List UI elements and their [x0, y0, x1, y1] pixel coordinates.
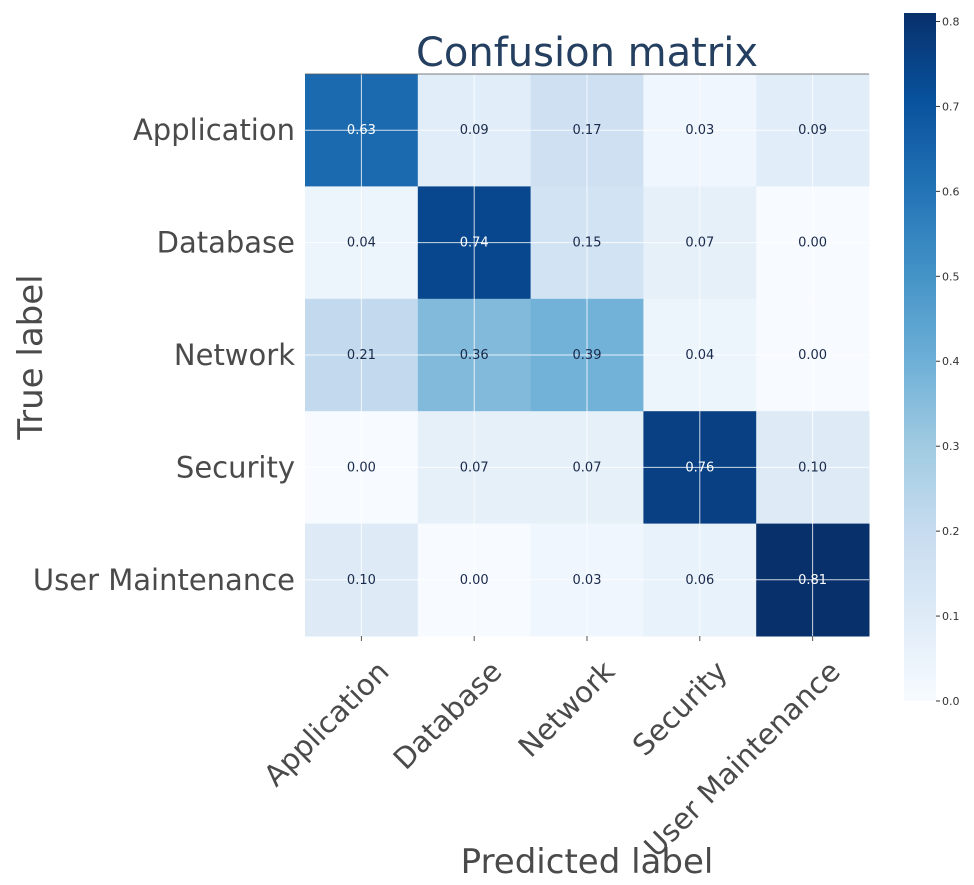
colorbar-gradient [904, 13, 936, 701]
x-tick-label: Network [512, 654, 622, 764]
cell-value-label: 0.81 [798, 573, 827, 588]
x-tick-label: Database [387, 654, 509, 776]
colorbar: 0.0 0.1 0.2 0.3 0.4 0.5 0.6 0.7 0.8 [904, 13, 960, 708]
cell-value-label: 0.09 [460, 123, 489, 138]
heatmap-grid [305, 74, 869, 636]
cell-value-label: 0.39 [573, 348, 602, 363]
x-tick-label: Security [626, 654, 734, 762]
colorbar-tick-label: 0.7 [942, 100, 960, 113]
cell-value-label: 0.10 [798, 460, 827, 475]
cell-value-label: 0.21 [347, 348, 376, 363]
y-axis-title: True label [11, 274, 51, 440]
x-axis-title: Predicted label [461, 842, 714, 882]
y-tick-label: Database [157, 226, 295, 260]
chart-title: Confusion matrix [416, 30, 758, 76]
colorbar-tick-label: 0.3 [942, 440, 960, 453]
cell-value-label: 0.07 [685, 236, 714, 251]
colorbar-tick-label: 0.5 [942, 270, 960, 283]
cell-value-label: 0.00 [798, 236, 827, 251]
cell-value-label: 0.03 [685, 123, 714, 138]
colorbar-tick-label: 0.8 [942, 15, 960, 28]
cell-value-label: 0.04 [685, 348, 714, 363]
cell-value-label: 0.00 [798, 348, 827, 363]
colorbar-tick-label: 0.0 [942, 695, 960, 708]
x-tick-label: User Maintenance [637, 654, 846, 863]
cell-value-label: 0.10 [347, 573, 376, 588]
x-tick-label: Application [257, 654, 396, 793]
cell-value-label: 0.36 [460, 348, 489, 363]
cell-value-label: 0.07 [460, 460, 489, 475]
cell-value-label: 0.00 [460, 573, 489, 588]
cell-value-label: 0.15 [573, 236, 602, 251]
y-tick-label: User Maintenance [33, 563, 295, 597]
cell-value-label: 0.06 [685, 573, 714, 588]
cell-value-label: 0.04 [347, 236, 376, 251]
cell-value-label: 0.03 [573, 573, 602, 588]
colorbar-tick-label: 0.1 [942, 610, 960, 623]
cell-value-label: 0.74 [460, 236, 489, 251]
colorbar-tick-label: 0.2 [942, 525, 960, 538]
cell-value-label: 0.00 [347, 460, 376, 475]
cell-value-label: 0.09 [798, 123, 827, 138]
colorbar-tick-label: 0.4 [942, 355, 960, 368]
cell-value-label: 0.17 [573, 123, 602, 138]
y-tick-label: Network [174, 338, 295, 372]
cell-value-label: 0.76 [685, 460, 714, 475]
heatmap-cell-labels: 0.63 0.09 0.17 0.03 0.09 0.04 0.74 0.15 0.07 0.00… [347, 123, 827, 588]
colorbar-tick-label: 0.6 [942, 185, 960, 198]
cell-value-label: 0.07 [573, 460, 602, 475]
y-tick-label: Application [133, 113, 295, 147]
cell-value-label: 0.63 [347, 123, 376, 138]
y-tick-label: Security [176, 450, 295, 484]
